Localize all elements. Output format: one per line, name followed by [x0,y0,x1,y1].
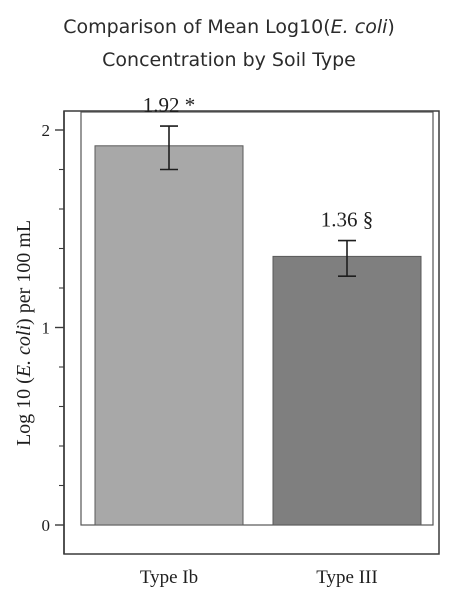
y-tick-label: 2 [42,121,51,140]
y-axis-label: Log 10 (E. coli) per 100 mL [13,220,35,446]
inner-box [80,111,434,526]
y-axis-label-prefix: Log 10 ( [13,377,35,446]
data-label: 1.92 * [143,93,196,117]
chart-title-suffix: ) [387,16,394,38]
chart-title-line-1: Comparison of Mean Log10(E. coli) [63,16,395,38]
data-label: 1.36 § [321,208,374,232]
x-category-label: Type Ib [140,567,198,588]
chart-title-italic: E. coli [331,16,388,38]
bars: 1.92 * Type Ib 1.36 § Type III [94,93,422,588]
bar [272,255,422,526]
y-axis-label-italic: E. coli [13,325,35,378]
chart-title-prefix: Comparison of Mean Log10( [63,16,330,38]
y-axis-label-suffix: ) per 100 mL [13,220,35,325]
chart-title-line-2: Concentration by Soil Type [102,49,356,71]
x-category-label: Type III [316,567,377,588]
bar [94,145,244,526]
y-tick-label: 1 [42,319,51,338]
y-ticks: 0 1 2 [42,121,64,535]
y-tick-label: 0 [42,516,51,535]
